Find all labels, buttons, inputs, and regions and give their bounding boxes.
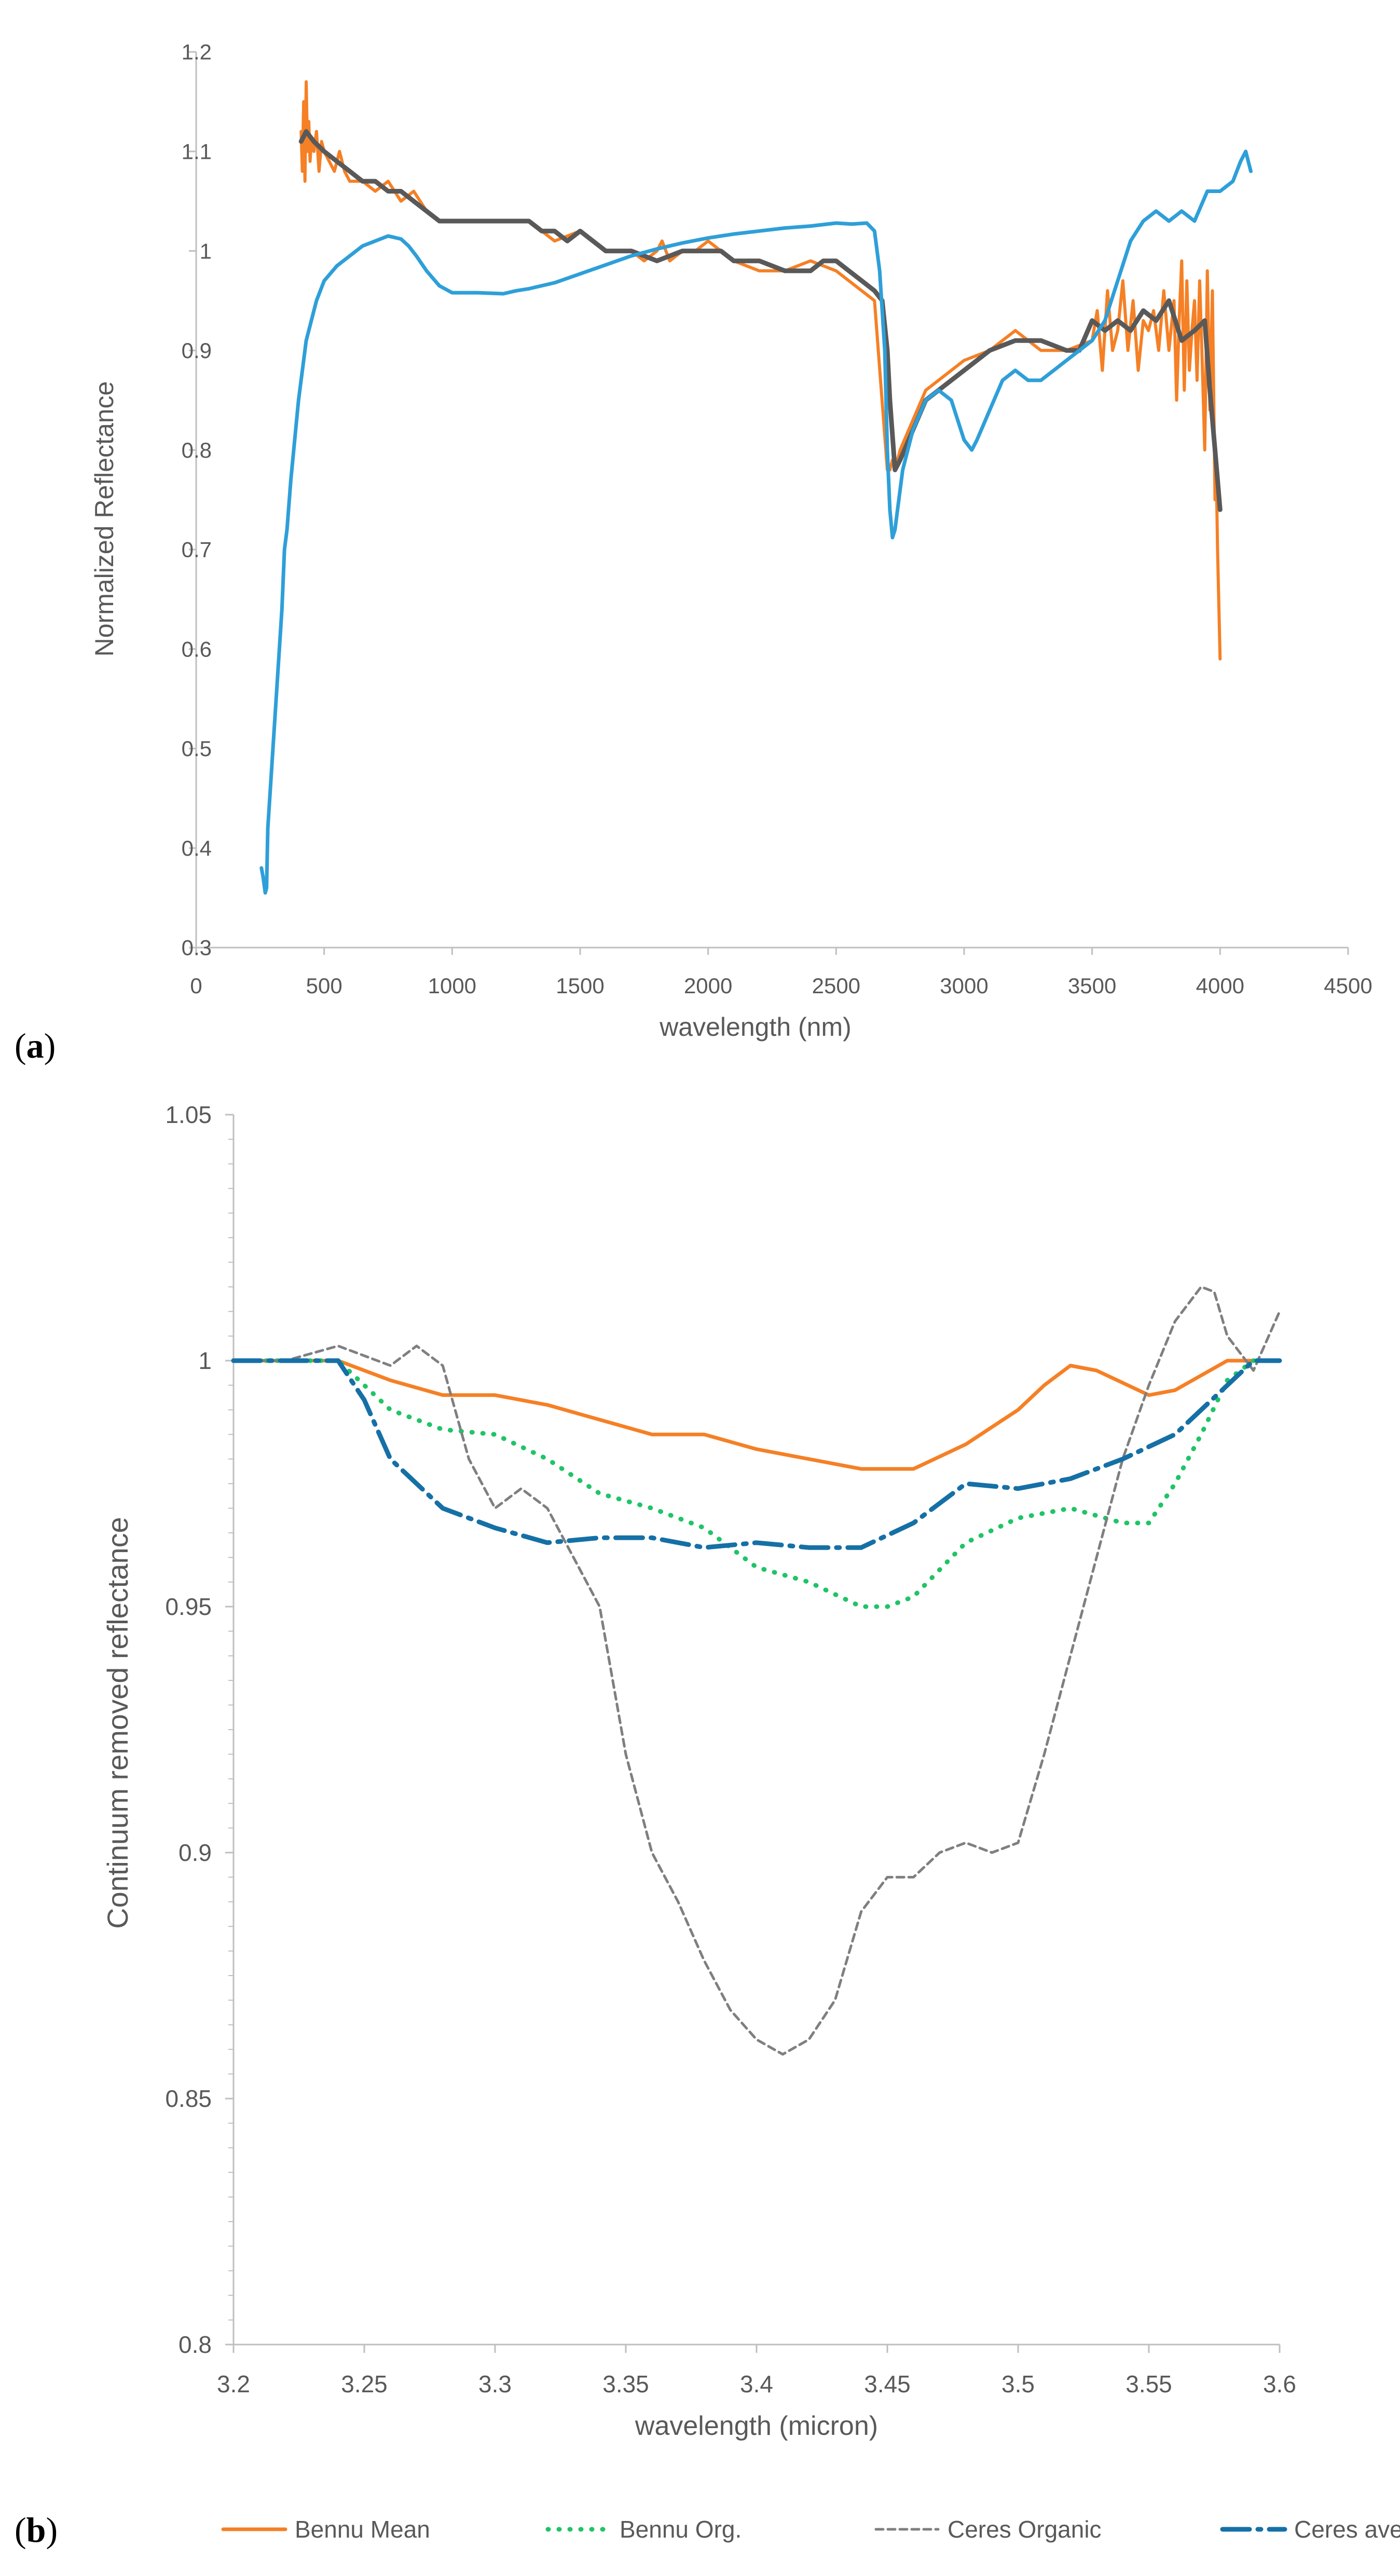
panel-a-y-tick-label: 0.7 <box>182 538 212 562</box>
panel-a-x-tick-label: 500 <box>306 974 342 998</box>
panel-a-x-tick-label: 0 <box>190 974 202 998</box>
panel-a-x-tick-label: 1500 <box>556 974 604 998</box>
panel-b-letter: b <box>26 2510 46 2550</box>
panel-a-y-axis-label: Normalized Reflectance <box>90 381 119 657</box>
legend-label-ceres-average: Ceres average <box>1294 2516 1400 2543</box>
panel-b-axes <box>225 1114 1281 2353</box>
panel-a-axes <box>189 51 1349 955</box>
panel-b-x-tick-label: 3.35 <box>602 2371 649 2397</box>
panel-a-tick-labels: 0 500 1000 1500 2000 2500 3000 3500 4000 4500 0.3 0… <box>182 40 1372 998</box>
panel-a-x-axis-label: wavelength (nm) <box>659 1012 852 1042</box>
panel-a-y-tick-label: 0.5 <box>182 736 212 761</box>
panel-b-y-tick-label: 0.9 <box>179 1839 212 1866</box>
legend-label-ceres-organic: Ceres Organic <box>948 2516 1102 2543</box>
panel-a-y-tick-label: 0.4 <box>182 836 212 860</box>
panel-a-label: (a) <box>15 1026 56 1065</box>
panel-b-y-tick-label: 1 <box>198 1347 212 1374</box>
panel-a-series-orange-spectrum-noisy <box>299 80 1222 661</box>
panel-a-y-tick-label: 0.3 <box>182 936 212 960</box>
panel-b-x-tick-label: 3.55 <box>1126 2371 1172 2397</box>
panel-b-label: (b) <box>15 2510 58 2550</box>
panel-b-x-tick-label: 3.25 <box>341 2371 388 2397</box>
panel-b-x-tick-label: 3.4 <box>740 2371 773 2397</box>
panel-a-x-tick-label: 2500 <box>812 974 860 998</box>
panel-a-x-tick-label: 4000 <box>1196 974 1244 998</box>
panel-a-chart: 0 500 1000 1500 2000 2500 3000 3500 4000 4500 0.3 0… <box>15 40 1372 1065</box>
panel-b-x-tick-label: 3.5 <box>1001 2371 1035 2397</box>
panel-a-x-tick-label: 3500 <box>1068 974 1116 998</box>
panel-b-x-axis-label: wavelength (micron) <box>635 2411 878 2441</box>
panel-a-y-tick-label: 0.6 <box>182 637 212 661</box>
panel-a-x-tick-label: 2000 <box>684 974 732 998</box>
panel-b-y-tick-label: 0.85 <box>165 2085 212 2112</box>
panel-b-tick-labels: 3.2 3.25 3.3 3.35 3.4 3.45 3.5 3.55 3.6 0.8 0.85 0.… <box>165 1101 1296 2397</box>
panel-a-y-tick-label: 1 <box>200 239 212 263</box>
panel-b-legend: Bennu Mean Bennu Org. Ceres Organic Ceres a… <box>221 2516 1400 2543</box>
panel-a-series-light-blue-spectrum <box>259 149 1253 895</box>
panel-a-y-tick-label: 0.9 <box>182 338 212 363</box>
panel-b-x-tick-label: 3.3 <box>478 2371 512 2397</box>
panel-b-chart: 3.2 3.25 3.3 3.35 3.4 3.45 3.5 3.55 3.6 0.8 0.85 0.… <box>15 1101 1400 2550</box>
panel-b-x-tick-label: 3.2 <box>217 2371 250 2397</box>
panel-a-y-tick-label: 1.2 <box>182 40 212 64</box>
panel-b-y-tick-label: 1.05 <box>165 1101 212 1128</box>
panel-b-x-tick-label: 3.6 <box>1263 2371 1296 2397</box>
panel-a-x-tick-label: 3000 <box>940 974 988 998</box>
panel-b-series-ceres-organic <box>232 1285 1281 2056</box>
legend-label-bennu-mean: Bennu Mean <box>295 2516 430 2543</box>
panel-b-series-bennu-mean <box>231 1359 1282 1471</box>
panel-b-y-axis-label: Continuum removed reflectance <box>101 1517 134 1929</box>
panel-a-y-tick-label: 1.1 <box>182 139 212 163</box>
panel-b-y-tick-label: 0.8 <box>179 2331 212 2358</box>
panel-a-x-tick-label: 4500 <box>1324 974 1372 998</box>
panel-b-y-tick-label: 0.95 <box>165 1593 212 1620</box>
legend-label-bennu-org-: Bennu Org. <box>620 2516 742 2543</box>
panel-a-y-tick-label: 0.8 <box>182 438 212 462</box>
panel-a-letter: a <box>26 1026 44 1065</box>
panel-a-series <box>259 80 1253 895</box>
panel-b-series <box>231 1285 1282 2056</box>
panel-b-series-ceres-average <box>231 1358 1282 1550</box>
panel-a-x-tick-label: 1000 <box>428 974 476 998</box>
panel-a-series-dark-gray-spectrum-smoothed <box>298 129 1223 512</box>
panel-b-x-tick-label: 3.45 <box>864 2371 911 2397</box>
